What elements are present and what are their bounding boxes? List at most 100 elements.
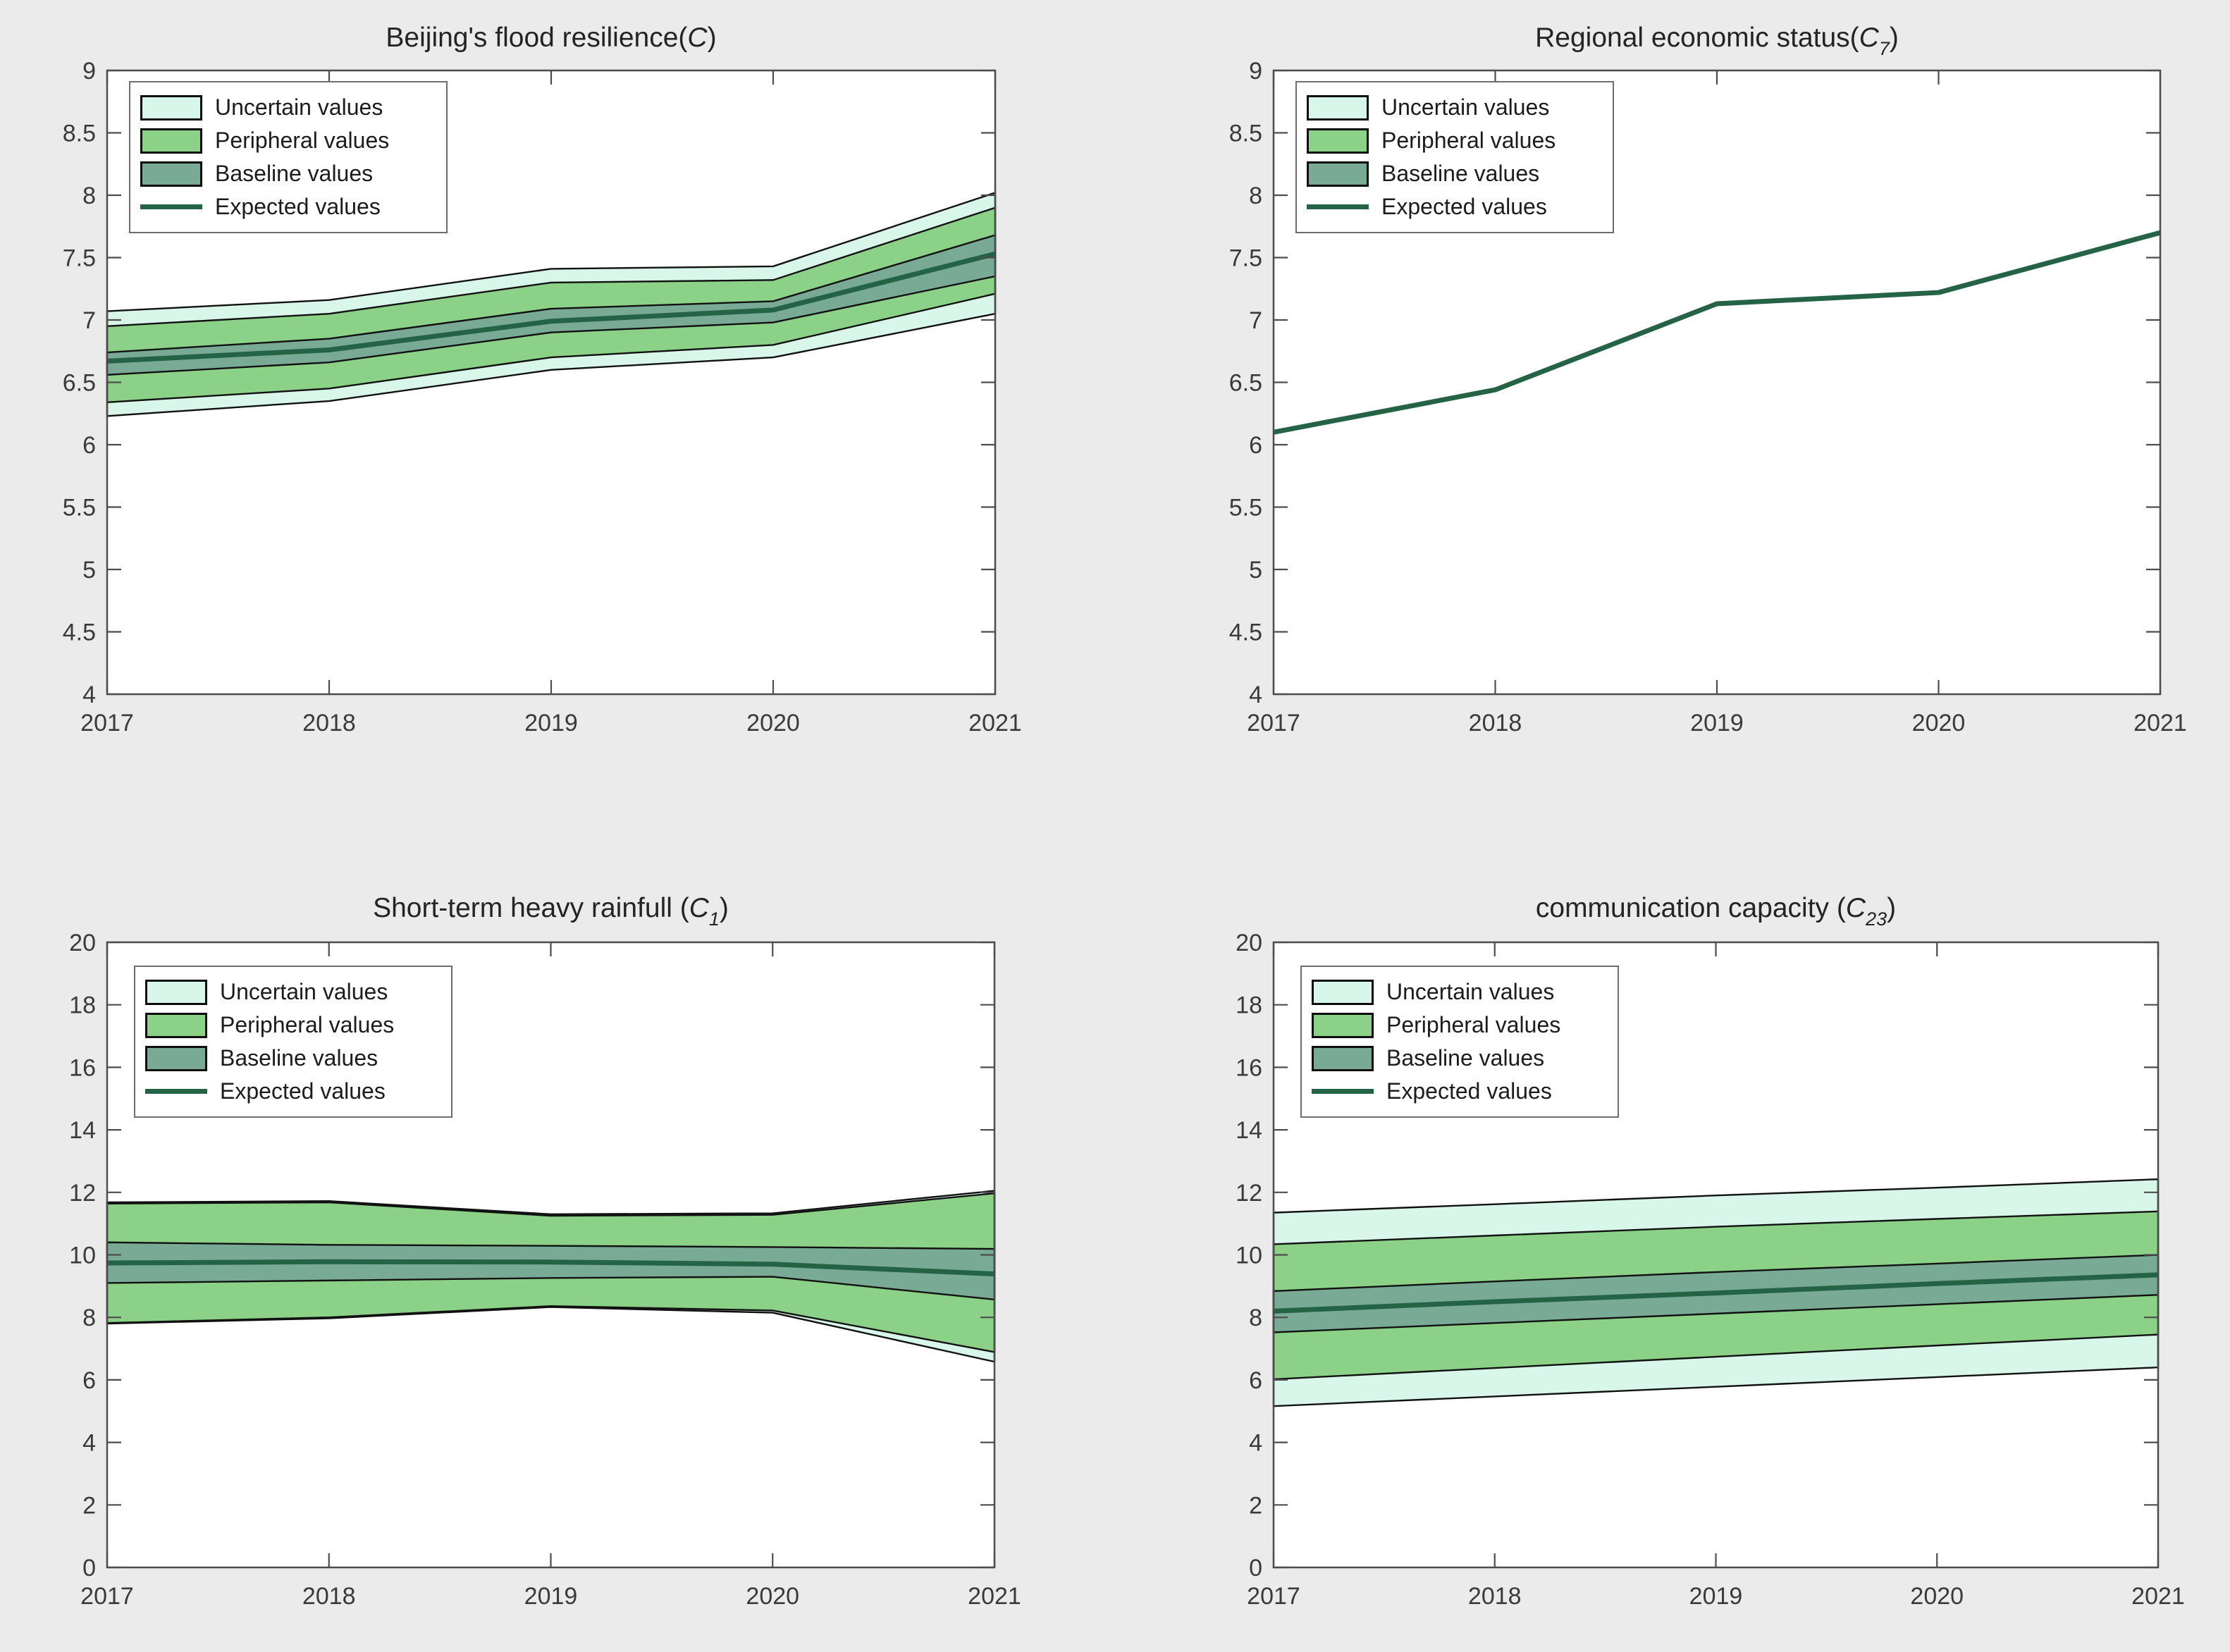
y-tick-label: 7 — [82, 307, 96, 334]
chart-title: Short-term heavy rainfull (C1) — [107, 892, 994, 930]
x-tick-label: 2020 — [746, 1583, 799, 1610]
x-tick-label: 2017 — [80, 1583, 134, 1610]
legend-item[interactable]: Uncertain values — [140, 91, 432, 124]
y-tick-label: 8 — [1249, 1305, 1262, 1331]
y-tick-label: 6 — [1249, 1367, 1262, 1394]
legend-swatch-peripheral — [1307, 128, 1369, 154]
plot-regional-economic-status: 2017 2018 2019 2020 2021 4 4.5 5 5.5 6 6.5 7 7.5 8 8.5… — [1229, 58, 2187, 736]
legend-swatch-baseline — [145, 1045, 207, 1071]
legend-label: Peripheral values — [220, 1012, 395, 1037]
chart-title: Beijing's flood resilience(C) — [107, 21, 995, 57]
legend-label: Expected values — [1381, 194, 1547, 219]
y-tick-label: 7.5 — [1229, 245, 1262, 272]
y-tick-label: 0 — [82, 1555, 96, 1582]
legend-label: Expected values — [215, 194, 381, 219]
plot-beijing-flood-resilience: 2017 2018 2019 2020 2021 4 4.5 5 5.5 6 6.5 7 7.5 8 8.5… — [63, 58, 1022, 736]
y-tick-label: 20 — [1236, 930, 1262, 956]
y-tick-label: 18 — [1236, 992, 1262, 1019]
legend-box: Uncertain values Peripheral values Baselin… — [129, 81, 448, 233]
legend-swatch-peripheral — [140, 128, 202, 154]
title-text: ) — [1889, 23, 1899, 53]
legend-label: Baseline values — [1386, 1045, 1545, 1071]
y-tick-label: 5 — [82, 557, 96, 584]
legend-label: Expected values — [1386, 1078, 1552, 1104]
y-tick-label: 8.5 — [63, 121, 96, 147]
expected-line — [106, 251, 996, 364]
legend-item[interactable]: Expected values — [140, 190, 432, 223]
chart-short-term-heavy-rainfall: Short-term heavy rainfull (C1) 2017 2018 2… — [0, 826, 1115, 1652]
title-text: ) — [719, 893, 729, 923]
legend-item[interactable]: Baseline values — [1307, 157, 1598, 190]
legend-label: Peripheral values — [1386, 1012, 1561, 1037]
x-tick-label: 2021 — [2131, 1583, 2185, 1610]
legend-label: Uncertain values — [1381, 94, 1550, 120]
legend-swatch-uncertain — [140, 94, 202, 121]
legend-label: Uncertain values — [220, 979, 388, 1004]
y-tick-label: 6.5 — [1229, 370, 1262, 397]
expected-line — [106, 1259, 995, 1277]
legend-swatch-uncertain — [1307, 94, 1369, 121]
y-tick-label: 2 — [82, 1492, 96, 1519]
expected-line — [1273, 230, 2161, 435]
expected-line — [1273, 1272, 2159, 1314]
x-tick-label: 2017 — [1247, 710, 1300, 736]
legend-item[interactable]: Peripheral values — [1307, 124, 1598, 157]
legend-item[interactable]: Expected values — [1307, 190, 1598, 223]
y-tick-label: 5 — [1249, 557, 1262, 584]
legend-item[interactable]: Expected values — [1312, 1075, 1603, 1108]
legend-swatch-expected-line — [1307, 204, 1369, 209]
y-tick-label: 9 — [82, 58, 96, 85]
chart-communication-capacity: communication capacity (C23) 2017 2018 201… — [1115, 826, 2230, 1652]
y-tick-label: 20 — [69, 930, 96, 956]
legend-item[interactable]: Baseline values — [140, 157, 432, 190]
legend-item[interactable]: Uncertain values — [1307, 91, 1598, 124]
y-tick-label: 6 — [1249, 432, 1262, 459]
y-tick-label: 0 — [1249, 1555, 1262, 1582]
x-tick-label: 2021 — [2133, 710, 2187, 736]
y-tick-label: 16 — [1236, 1054, 1262, 1081]
title-variable: C — [1845, 893, 1866, 923]
x-tick-label: 2020 — [746, 710, 800, 736]
legend-box: Uncertain values Peripheral values Baselin… — [1295, 81, 1614, 233]
title-text: Short-term heavy rainfull ( — [373, 893, 689, 923]
y-tick-label: 10 — [1236, 1243, 1262, 1269]
title-subscript: 23 — [1866, 908, 1887, 930]
chart-beijing-flood-resilience: Beijing's flood resilience(C) 2017 2018 20… — [0, 0, 1115, 826]
y-tick-label: 4 — [82, 682, 96, 708]
legend-item[interactable]: Baseline values — [145, 1042, 437, 1075]
legend-swatch-baseline — [1307, 161, 1369, 187]
title-text: ) — [1887, 893, 1897, 923]
title-text: Beijing's flood resilience( — [386, 23, 688, 53]
legend-label: Baseline values — [220, 1045, 378, 1071]
legend-label: Peripheral values — [215, 128, 390, 153]
plot-communication-capacity: 2017 2018 2019 2020 2021 0 2 4 6 8 10 12 14 16 18 20 — [1236, 930, 2185, 1610]
plot-short-term-heavy-rainfall: 2017 2018 2019 2020 2021 0 2 4 6 8 10 12 14 16 18 20 — [69, 930, 1021, 1610]
y-tick-label: 4 — [1249, 682, 1262, 708]
y-tick-label: 2 — [1249, 1492, 1262, 1519]
y-tick-label: 9 — [1249, 58, 1262, 85]
y-tick-label: 7.5 — [63, 245, 96, 272]
x-tick-label: 2019 — [1689, 1583, 1743, 1610]
legend-label: Peripheral values — [1381, 128, 1556, 153]
legend-item[interactable]: Baseline values — [1312, 1042, 1603, 1075]
y-tick-label: 4 — [82, 1430, 96, 1457]
legend-label: Baseline values — [1381, 161, 1540, 186]
legend-item[interactable]: Peripheral values — [140, 124, 432, 157]
legend-item[interactable]: Uncertain values — [145, 975, 437, 1009]
legend-item[interactable]: Peripheral values — [1312, 1009, 1603, 1042]
y-tick-label: 4.5 — [63, 620, 96, 646]
legend-item[interactable]: Expected values — [145, 1075, 437, 1108]
title-subscript: 7 — [1878, 38, 1890, 59]
title-variable: C — [1859, 23, 1879, 53]
legend-swatch-baseline — [1312, 1045, 1374, 1071]
legend-item[interactable]: Uncertain values — [1312, 975, 1603, 1009]
y-tick-label: 12 — [69, 1180, 96, 1207]
legend-swatch-expected-line — [145, 1089, 207, 1094]
legend-swatch-expected-line — [1312, 1089, 1374, 1094]
x-tick-label: 2017 — [80, 710, 134, 736]
x-tick-label: 2019 — [1690, 710, 1744, 736]
x-tick-label: 2017 — [1247, 1583, 1300, 1610]
title-text: communication capacity ( — [1535, 893, 1846, 923]
legend-item[interactable]: Peripheral values — [145, 1009, 437, 1042]
